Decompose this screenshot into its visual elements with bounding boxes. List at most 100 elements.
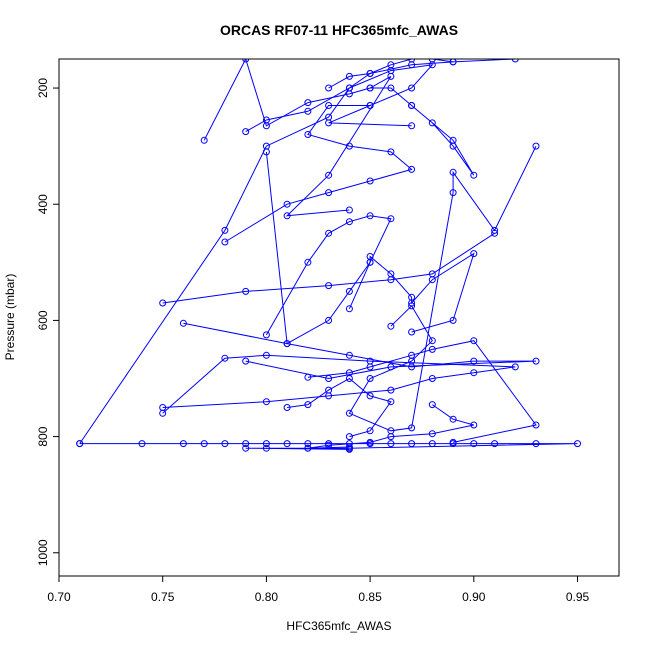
data-point	[408, 59, 416, 63]
data-point	[345, 206, 353, 214]
data-point	[242, 444, 250, 452]
chart-title: ORCAS RF07-11 HFC365mfc_AWAS	[220, 22, 458, 38]
data-point	[408, 102, 416, 109]
data-point	[428, 375, 436, 382]
data-point	[283, 340, 291, 348]
series-line-6	[224, 105, 413, 243]
x-axis-label: HFC365mfc_AWAS	[286, 619, 391, 633]
data-point	[345, 84, 353, 92]
series-line-11	[287, 377, 392, 438]
data-point	[428, 401, 436, 409]
data-point	[325, 282, 333, 290]
data-point	[408, 351, 416, 359]
x-tick-label: 0.90	[462, 590, 486, 604]
data-point	[325, 189, 333, 197]
data-point	[428, 440, 436, 448]
data-point	[428, 59, 436, 63]
data-point	[511, 363, 519, 371]
data-point	[242, 287, 250, 295]
data-point	[345, 445, 353, 453]
data-point	[449, 59, 457, 66]
data-point	[366, 84, 374, 92]
data-point	[262, 116, 270, 124]
data-point	[345, 218, 353, 226]
data-point	[408, 122, 416, 130]
series-line-5	[203, 59, 392, 217]
data-point	[159, 409, 167, 417]
data-point	[283, 200, 291, 208]
data-point	[449, 415, 457, 423]
data-point	[366, 363, 374, 371]
data-point	[304, 401, 312, 409]
data-point	[532, 142, 540, 150]
y-tick-label: 400	[36, 194, 50, 214]
data-point	[387, 440, 395, 448]
data-point	[449, 438, 457, 446]
series-line-10	[348, 145, 537, 432]
data-point	[387, 322, 395, 330]
data-point	[304, 373, 312, 381]
series-line-8	[265, 151, 392, 345]
data-point	[428, 119, 436, 127]
data-point	[345, 351, 353, 359]
data-point	[262, 148, 270, 156]
data-point	[408, 165, 416, 173]
x-tick-label: 0.95	[566, 590, 590, 604]
data-point	[366, 427, 374, 435]
data-point	[428, 345, 436, 353]
data-point	[470, 357, 478, 365]
data-point	[532, 440, 540, 448]
series-line-0	[79, 443, 578, 450]
data-point	[242, 59, 250, 63]
data-point	[387, 61, 395, 69]
series-line-14	[328, 59, 454, 89]
data-point	[408, 440, 416, 448]
data-point	[325, 102, 333, 109]
data-point	[491, 440, 499, 448]
data-point	[387, 84, 395, 92]
data-point	[262, 398, 270, 406]
data-point	[408, 84, 416, 92]
data-point	[200, 440, 208, 448]
y-tick-label: 600	[36, 310, 50, 330]
data-point	[179, 440, 187, 448]
data-point	[387, 270, 395, 278]
data-point	[449, 136, 457, 144]
data-point	[221, 238, 229, 246]
data-point	[325, 84, 333, 92]
data-point	[449, 189, 457, 197]
data-point	[242, 128, 250, 136]
data-point	[366, 102, 374, 109]
data-point	[449, 316, 457, 324]
data-point	[428, 337, 436, 345]
x-tick-label: 0.70	[47, 590, 71, 604]
data-point	[408, 328, 416, 336]
data-point	[387, 398, 395, 406]
data-point	[304, 107, 312, 115]
data-point	[366, 253, 374, 260]
data-point	[159, 299, 167, 307]
plot-area	[76, 59, 581, 453]
series-line-12	[307, 340, 537, 443]
data-point	[366, 375, 374, 382]
x-tick-label: 0.75	[151, 590, 175, 604]
series-line-13	[307, 404, 474, 449]
data-point	[221, 440, 229, 448]
data-point	[242, 440, 250, 448]
data-point	[304, 444, 312, 452]
data-point	[387, 433, 395, 441]
y-tick-label: 200	[36, 78, 50, 98]
y-axis-label: Pressure (mbar)	[3, 274, 17, 361]
x-axis: 0.70 0.75 0.80 0.85 0.90 0.95	[47, 576, 590, 604]
data-point	[470, 421, 478, 429]
data-point	[200, 136, 208, 144]
data-point	[325, 171, 333, 179]
data-point	[345, 369, 353, 377]
data-point	[470, 250, 478, 258]
data-point	[387, 148, 395, 156]
data-point	[262, 331, 270, 339]
data-point	[470, 440, 478, 448]
data-point	[428, 276, 436, 284]
data-point	[345, 287, 353, 295]
data-point	[345, 142, 353, 150]
